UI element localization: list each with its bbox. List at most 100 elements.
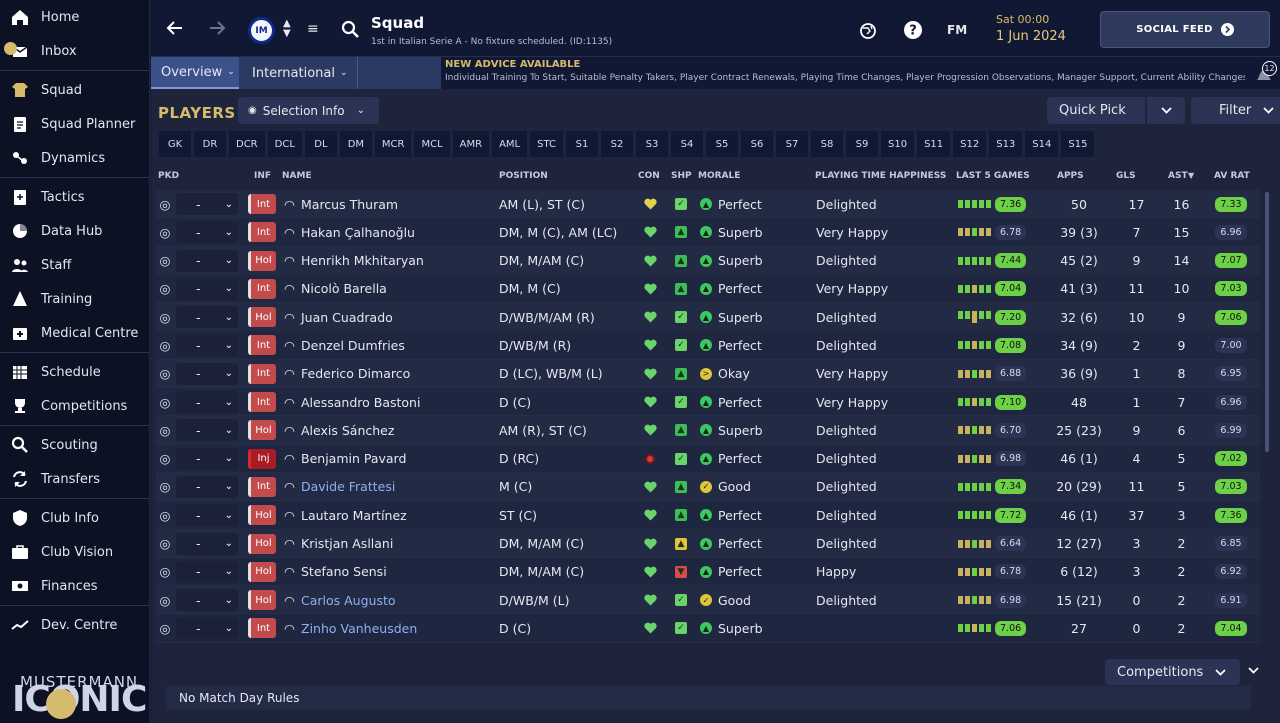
info-badge[interactable]: Int — [248, 222, 276, 243]
info-badge[interactable]: Hol — [248, 590, 276, 611]
table-scrollbar[interactable] — [1265, 192, 1269, 452]
col-apps[interactable]: APPS — [1057, 171, 1084, 181]
table-row[interactable]: ◎ - ⌄ Hol ◠ Alexis Sánchez AM (R), ST (C) ▲ ▲ Sup… — [156, 416, 1260, 445]
competitions-button[interactable]: Competitions — [1105, 659, 1240, 685]
position-tab-s4[interactable]: S4 — [670, 131, 703, 157]
info-badge[interactable]: Int — [248, 476, 276, 497]
table-row[interactable]: ◎ - ⌄ Int ◠ Nicolò Barella DM, M (C) ▲ ▲ Perfect V… — [156, 274, 1260, 304]
info-badge[interactable]: Hol — [248, 561, 276, 582]
sidebar-item-scouting[interactable]: Scouting — [0, 428, 149, 462]
sidebar-item-tactics[interactable]: Tactics — [0, 180, 149, 214]
col-morale[interactable]: MORALE — [698, 171, 741, 181]
position-tab-s9[interactable]: S9 — [845, 131, 878, 157]
position-tab-s11[interactable]: S11 — [917, 131, 951, 157]
position-tab-gk[interactable]: GK — [159, 131, 191, 157]
player-name[interactable]: Davide Frattesi — [301, 479, 396, 495]
sidebar-item-competitions[interactable]: Competitions — [0, 389, 149, 423]
col-name[interactable]: NAME — [282, 171, 312, 181]
chevron-down-icon[interactable] — [1145, 97, 1185, 124]
position-tab-dm[interactable]: DM — [339, 131, 372, 157]
player-name[interactable]: Federico Dimarco — [301, 366, 411, 382]
pick-status-icon[interactable]: ◎ — [159, 196, 171, 212]
player-name[interactable]: Benjamin Pavard — [301, 451, 407, 467]
club-switch-icon[interactable]: ▲ ▼ — [283, 18, 291, 39]
pick-status-icon[interactable]: ◎ — [159, 394, 171, 410]
position-tab-mcl[interactable]: MCL — [414, 131, 450, 157]
col-av-rat[interactable]: AV RAT — [1214, 171, 1250, 181]
player-name[interactable]: Nicolò Barella — [301, 281, 387, 297]
pick-status-icon[interactable]: ◎ — [159, 620, 171, 636]
sidebar-item-club-info[interactable]: Club Info — [0, 501, 149, 535]
pick-status-icon[interactable]: ◎ — [159, 564, 171, 580]
pick-status-icon[interactable]: ◎ — [159, 253, 171, 269]
menu-icon[interactable]: ≡ — [307, 21, 319, 37]
col-playing-time[interactable]: PLAYING TIME HAPPINESS — [815, 171, 947, 181]
col-gls[interactable]: GLS — [1116, 171, 1136, 181]
position-tab-dcl[interactable]: DCL — [267, 131, 302, 157]
info-badge[interactable]: Int — [248, 335, 276, 356]
pick-select[interactable]: - ⌄ — [176, 560, 238, 583]
player-name[interactable]: Henrikh Mkhitaryan — [301, 253, 424, 269]
position-tab-s6[interactable]: S6 — [740, 131, 773, 157]
table-row[interactable]: ◎ - ⌄ Hol ◠ Lautaro Martínez ST (C) ▲ ▲ Perfect De… — [156, 501, 1260, 530]
table-row[interactable]: ◎ - ⌄ Int ◠ Alessandro Bastoni D (C) ✓ ▲ Perfect V… — [156, 388, 1260, 417]
info-badge[interactable]: Int — [248, 618, 276, 639]
player-name[interactable]: Kristjan Asllani — [301, 536, 394, 552]
position-tab-amr[interactable]: AMR — [452, 131, 490, 157]
col-con[interactable]: CON — [638, 171, 660, 181]
position-tab-s8[interactable]: S8 — [810, 131, 843, 157]
search-icon[interactable] — [341, 20, 360, 44]
col-ast[interactable]: AST — [1168, 171, 1188, 181]
col-shp[interactable]: SHP — [671, 171, 692, 181]
position-tab-s12[interactable]: S12 — [953, 131, 987, 157]
sidebar-item-schedule[interactable]: Schedule — [0, 355, 149, 389]
pick-status-icon[interactable]: ◎ — [159, 281, 171, 297]
sort-desc-icon[interactable]: ▼ — [1188, 171, 1195, 180]
pick-select[interactable]: - ⌄ — [176, 447, 238, 470]
help-icon[interactable]: ? — [903, 20, 923, 45]
pick-select[interactable]: - ⌄ — [176, 249, 238, 272]
position-tab-mcr[interactable]: MCR — [374, 131, 412, 157]
col-pkd[interactable]: PKD — [158, 171, 180, 181]
info-badge[interactable]: Int — [248, 392, 276, 413]
back-arrow-icon[interactable] — [165, 18, 185, 43]
sidebar-item-data-hub[interactable]: Data Hub — [0, 214, 149, 248]
table-row[interactable]: ◎ - ⌄ Inj ◠ Benjamin Pavard D (RC) ✓ ▲ Perfect Del… — [156, 444, 1260, 473]
collapse-chevron-icon[interactable] — [1248, 663, 1259, 677]
pick-select[interactable]: - ⌄ — [176, 532, 238, 555]
pick-status-icon[interactable]: ◎ — [159, 536, 171, 552]
position-tab-s13[interactable]: S13 — [989, 131, 1023, 157]
player-name[interactable]: Lautaro Martínez — [301, 507, 407, 523]
info-badge[interactable]: Int — [248, 363, 276, 384]
pick-select[interactable]: - ⌄ — [176, 617, 238, 640]
table-row[interactable]: ◎ - ⌄ Int ◠ Hakan Çalhanoğlu DM, M (C), AM (LC… — [156, 218, 1260, 247]
player-name[interactable]: Marcus Thuram — [301, 196, 399, 212]
pick-select[interactable]: - ⌄ — [176, 306, 238, 329]
sidebar-item-finances[interactable]: Finances — [0, 569, 149, 603]
col-last5[interactable]: LAST 5 GAMES — [956, 171, 1030, 181]
player-name[interactable]: Zinho Vanheusden — [301, 620, 418, 636]
pick-select[interactable]: - ⌄ — [176, 221, 238, 244]
quick-pick-button[interactable]: Quick Pick — [1047, 97, 1185, 124]
pick-status-icon[interactable]: ◎ — [159, 309, 171, 325]
sidebar-item-training[interactable]: Training — [0, 282, 149, 316]
sidebar-item-dev-centre[interactable]: Dev. Centre — [0, 608, 149, 642]
player-name[interactable]: Juan Cuadrado — [301, 309, 393, 325]
filter-button[interactable]: Filter — [1191, 97, 1280, 124]
pick-status-icon[interactable]: ◎ — [159, 507, 171, 523]
pick-select[interactable]: - ⌄ — [176, 277, 238, 300]
col-inf[interactable]: INF — [254, 171, 272, 181]
position-tab-s5[interactable]: S5 — [705, 131, 738, 157]
position-tab-s10[interactable]: S10 — [880, 131, 915, 157]
info-badge[interactable]: Hol — [248, 420, 276, 441]
player-name[interactable]: Stefano Sensi — [301, 564, 387, 580]
pick-select[interactable]: - ⌄ — [176, 589, 238, 612]
pick-status-icon[interactable]: ◎ — [159, 451, 171, 467]
player-name[interactable]: Denzel Dumfries — [301, 337, 405, 353]
position-tab-s2[interactable]: S2 — [600, 131, 633, 157]
position-tab-s14[interactable]: S14 — [1025, 131, 1059, 157]
advice-banner[interactable]: NEW ADVICE AVAILABLE Individual Training… — [441, 57, 1280, 89]
pick-status-icon[interactable]: ◎ — [159, 422, 171, 438]
position-tab-dcr[interactable]: DCR — [229, 131, 265, 157]
position-tab-s3[interactable]: S3 — [635, 131, 668, 157]
